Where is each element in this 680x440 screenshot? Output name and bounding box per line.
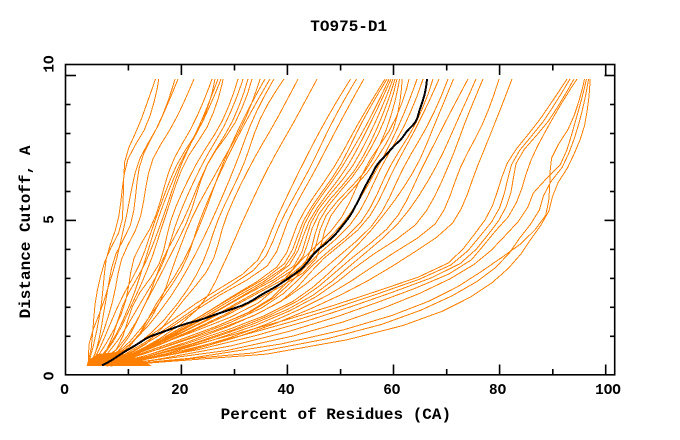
svg-text:4O: 4O xyxy=(277,383,295,399)
svg-text:2O: 2O xyxy=(171,383,189,399)
svg-text:O: O xyxy=(60,383,69,399)
svg-text:1O: 1O xyxy=(43,55,59,73)
svg-text:5: 5 xyxy=(43,215,59,224)
svg-text:Percent of Residues (CA): Percent of Residues (CA) xyxy=(221,406,451,424)
svg-text:Distance Cutoff, A: Distance Cutoff, A xyxy=(17,145,35,318)
svg-text:O: O xyxy=(43,371,59,380)
svg-text:TO975-D1: TO975-D1 xyxy=(310,18,387,36)
svg-text:6O: 6O xyxy=(383,383,401,399)
svg-text:8O: 8O xyxy=(489,383,507,399)
svg-text:1OO: 1OO xyxy=(595,383,621,399)
